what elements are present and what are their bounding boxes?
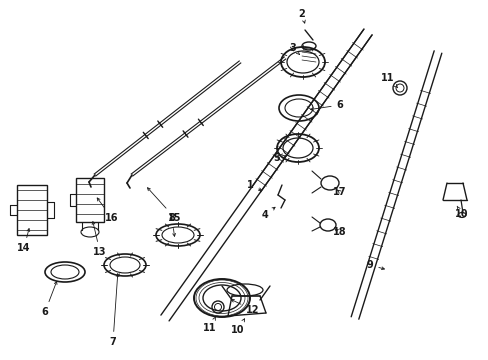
Text: 18: 18 — [332, 227, 346, 237]
Text: 11: 11 — [203, 317, 216, 333]
Text: 15: 15 — [147, 188, 182, 223]
Bar — [76, 178, 104, 222]
Text: 4: 4 — [261, 207, 274, 220]
Text: 9: 9 — [366, 260, 384, 270]
Text: 17: 17 — [332, 187, 346, 197]
Text: 11: 11 — [381, 73, 397, 88]
Text: 2: 2 — [298, 9, 305, 23]
Text: 6: 6 — [41, 282, 57, 317]
Text: 16: 16 — [97, 198, 119, 223]
Text: 7: 7 — [109, 274, 119, 347]
Text: 6: 6 — [310, 100, 343, 111]
Text: 13: 13 — [92, 222, 106, 257]
Text: 10: 10 — [454, 206, 468, 219]
Text: 8: 8 — [168, 213, 175, 236]
Text: 12: 12 — [231, 300, 259, 315]
Text: 3: 3 — [289, 43, 299, 54]
Text: 1: 1 — [246, 180, 261, 190]
Bar — [17, 185, 47, 235]
Text: 14: 14 — [17, 229, 31, 253]
Text: 10: 10 — [231, 319, 244, 335]
Text: 5: 5 — [273, 153, 285, 163]
